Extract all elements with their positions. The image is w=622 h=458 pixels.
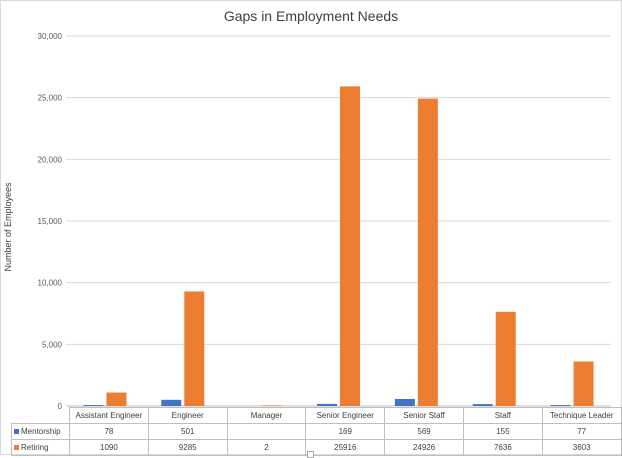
y-tick-label: 30,000 xyxy=(38,32,63,41)
bar-mentorship xyxy=(550,405,571,406)
bar-retiring xyxy=(573,361,594,406)
legend-label-retiring: Retiring xyxy=(21,443,49,452)
bar-retiring xyxy=(262,405,283,406)
table-cell: 9285 xyxy=(147,439,228,456)
table-cell: 3603 xyxy=(541,439,622,456)
table-header-row: Assistant Engineer Engineer Manager Seni… xyxy=(11,407,622,424)
y-tick-label: 15,000 xyxy=(38,217,63,226)
table-cell xyxy=(226,423,307,440)
bar-retiring xyxy=(184,291,205,406)
y-tick-label: 25,000 xyxy=(38,94,63,103)
legend-swatch-mentorship xyxy=(14,429,19,435)
y-tick-label: 10,000 xyxy=(38,279,63,288)
table-category: Technique Leader xyxy=(541,407,622,424)
table-category: Staff xyxy=(462,407,543,424)
bar-mentorship xyxy=(83,405,104,406)
bar-mentorship xyxy=(317,403,337,406)
table-category: Manager xyxy=(226,407,307,424)
table-corner xyxy=(11,407,70,424)
table-category: Assistant Engineer xyxy=(69,407,149,424)
table-cell: 25916 xyxy=(305,439,386,456)
bar-mentorship xyxy=(394,398,415,406)
legend-swatch-retiring xyxy=(14,445,19,451)
bar-retiring xyxy=(495,311,516,406)
table-cell: 2 xyxy=(226,439,307,456)
y-tick-label: 0 xyxy=(58,402,63,411)
table-cell: 24926 xyxy=(384,439,464,456)
legend-key-mentorship: Mentorship xyxy=(11,423,70,440)
table-cell: 501 xyxy=(147,423,228,440)
bar-mentorship xyxy=(161,399,182,406)
table-cell: 77 xyxy=(541,423,622,440)
y-tick-label: 20,000 xyxy=(38,155,63,164)
data-table: Assistant Engineer Engineer Manager Seni… xyxy=(11,407,622,456)
table-row-mentorship: Mentorship 78 501 169 569 155 77 xyxy=(11,423,622,440)
table-category: Engineer xyxy=(147,407,228,424)
table-category: Senior Engineer xyxy=(305,407,386,424)
bar-retiring xyxy=(340,86,360,407)
table-cell: 569 xyxy=(384,423,464,440)
table-cell: 169 xyxy=(305,423,386,440)
legend-key-retiring: Retiring xyxy=(11,439,70,456)
table-cell: 1090 xyxy=(69,439,149,456)
chart-title: Gaps in Employment Needs xyxy=(223,8,399,24)
table-cell: 7636 xyxy=(462,439,543,456)
table-cell: 155 xyxy=(462,423,543,440)
bar-retiring xyxy=(417,98,438,406)
bar-mentorship xyxy=(472,404,493,406)
table-category: Senior Staff xyxy=(384,407,464,424)
bar-retiring xyxy=(106,392,127,406)
table-cell: 78 xyxy=(69,423,149,440)
y-tick-label: 5,000 xyxy=(42,340,63,349)
legend-label-mentorship: Mentorship xyxy=(21,427,61,436)
table-row-retiring: Retiring 1090 9285 2 25916 24926 7636 36… xyxy=(11,439,622,456)
